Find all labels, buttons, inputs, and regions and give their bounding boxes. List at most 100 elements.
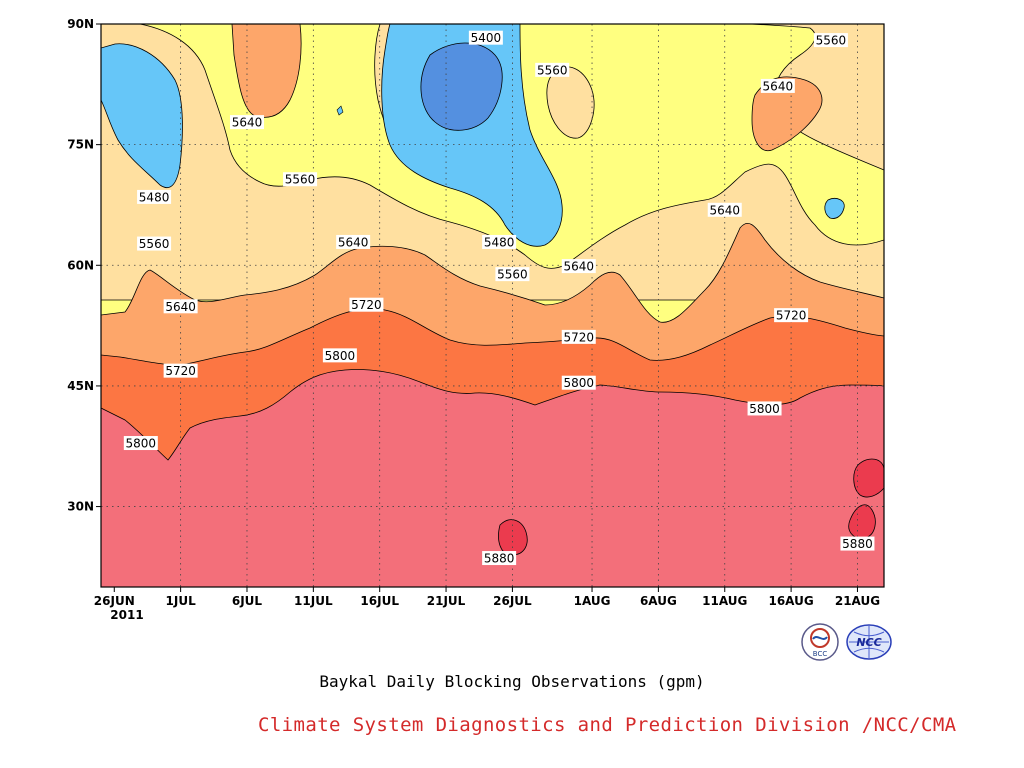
- contour-label: 5800: [322, 348, 357, 363]
- x-tick-label: 26JUN: [94, 594, 135, 608]
- contour-label: 5720: [561, 329, 596, 344]
- x-axis: 26JUN 1JUL 6JUL 11JUL 16JUL 21JUL 26JUL 1AUG 6AU…: [94, 587, 880, 608]
- contour-label: 5560: [813, 33, 848, 48]
- contour-label-text: 5800: [563, 376, 594, 390]
- contour-label-bg: [747, 401, 782, 416]
- contour-label-bg: [760, 78, 795, 93]
- contour-label: 5640: [336, 234, 371, 249]
- contour-label: 5560: [283, 172, 318, 187]
- contour-label: 5640: [229, 115, 264, 130]
- contour-label-bg: [535, 62, 570, 77]
- contour-label: 5560: [535, 62, 570, 77]
- contour-label-text: 5560: [139, 237, 170, 251]
- fill-lt5400: [420, 42, 503, 131]
- fill-band-5560-5640: [101, 24, 884, 301]
- x-tick-label: 1JUL: [166, 594, 197, 608]
- contour-label-text: 5560: [285, 173, 316, 187]
- x-tick-label: 21JUL: [427, 594, 466, 608]
- contour-label-text: 5800: [749, 402, 780, 416]
- contour-label: 5560: [495, 267, 530, 282]
- contour-label-bg: [482, 234, 517, 249]
- contour-label-text: 5480: [139, 190, 170, 204]
- fill-band-5640-5720-ne: [751, 76, 823, 152]
- contour-label-bg: [813, 33, 848, 48]
- fill-band-5640-5720-cap: [231, 24, 302, 118]
- contour-label-bg: [137, 236, 172, 251]
- contour-label-bg: [349, 297, 384, 312]
- contour-label-text: 5720: [351, 298, 382, 312]
- contour-label-bg: [561, 329, 596, 344]
- contour-label: 5640: [561, 259, 596, 274]
- contour-label: 5720: [163, 363, 198, 378]
- svg-text:BCC: BCC: [813, 650, 828, 658]
- fill-band-5400-5480-east: [824, 198, 845, 219]
- contour-label-text: 5640: [709, 203, 740, 217]
- contour-label-text: 5720: [165, 364, 196, 378]
- x-tick-label: 16AUG: [768, 594, 813, 608]
- contour-label-text: 5640: [763, 79, 794, 93]
- contour-label: 5640: [760, 78, 795, 93]
- contour-label-bg: [229, 115, 264, 130]
- contour-label: 5560: [137, 236, 172, 251]
- y-tick-label: 75N: [67, 138, 94, 152]
- fill-gt5880-east-b: [848, 504, 876, 539]
- contour-label-bg: [163, 299, 198, 314]
- contour-label: 5640: [707, 202, 742, 217]
- bcc-logo: BCC: [801, 623, 839, 661]
- contour-label-text: 5560: [816, 34, 847, 48]
- contour-label-bg: [137, 189, 172, 204]
- contour-label: 5800: [747, 401, 782, 416]
- contour-label: 5800: [123, 436, 158, 451]
- plot-frame: [100, 23, 885, 588]
- contour-label-bg: [336, 234, 371, 249]
- contour-label-text: 5880: [484, 552, 515, 566]
- credit-line: Climate System Diagnostics and Predictio…: [258, 714, 957, 736]
- x-tick-label: 1AUG: [574, 594, 611, 608]
- contour-label-bg: [707, 202, 742, 217]
- contour-label: 5720: [349, 297, 384, 312]
- contour-label: 5400: [468, 30, 503, 45]
- x-tick-label: 6JUL: [232, 594, 263, 608]
- chart-title: Baykal Daily Blocking Observations (gpm): [319, 672, 705, 691]
- contour-label-text: 5800: [126, 437, 157, 451]
- y-axis: 30N 45N 60N 75N 90N: [67, 17, 101, 514]
- contour-label-bg: [482, 551, 517, 566]
- contour-label-bg: [840, 536, 875, 551]
- x-tick-label: 11AUG: [702, 594, 747, 608]
- contour-label: 5880: [840, 536, 875, 551]
- contour-label-text: 5480: [484, 235, 515, 249]
- fill-gt5880-center: [498, 519, 528, 556]
- contour-label: 5640: [163, 299, 198, 314]
- contour-label-bg: [322, 348, 357, 363]
- y-tick-label: 60N: [67, 258, 94, 272]
- contour-label-text: 5560: [497, 268, 528, 282]
- svg-text:NCC: NCC: [856, 636, 881, 649]
- fill-gt5880-east-a: [853, 458, 884, 498]
- contour-label: 5800: [561, 375, 596, 390]
- contour-label-text: 5640: [165, 300, 196, 314]
- contour-label-bg: [123, 436, 158, 451]
- contour-labels: 5400 5560 5560 5640 5640 5560 5480 5640 5560 5640…: [123, 30, 875, 566]
- contour-label-bg: [774, 308, 809, 323]
- x-tick-label: 16JUL: [360, 594, 399, 608]
- contour-label-bg: [495, 267, 530, 282]
- y-tick-label: 30N: [67, 500, 94, 514]
- contour-label-text: 5800: [325, 349, 356, 363]
- contour-label-text: 5720: [776, 309, 807, 323]
- fill-band-5400-5480-west: [101, 43, 183, 189]
- contour-label-bg: [468, 30, 503, 45]
- contour-label-text: 5640: [563, 260, 594, 274]
- contour-fills: [101, 24, 884, 587]
- contour-label-bg: [561, 375, 596, 390]
- contour-label-bg: [163, 363, 198, 378]
- x-tick-label: 21AUG: [835, 594, 880, 608]
- x-year-label: 2011: [110, 608, 143, 622]
- contour-label: 5480: [482, 234, 517, 249]
- x-tick-label: 6AUG: [640, 594, 677, 608]
- contour-label-text: 5880: [842, 537, 873, 551]
- fill-band-5400-5480-dot: [336, 105, 344, 116]
- contour-label-text: 5560: [537, 63, 568, 77]
- x-tick-label: 26JUL: [493, 594, 532, 608]
- y-tick-label: 90N: [67, 17, 94, 31]
